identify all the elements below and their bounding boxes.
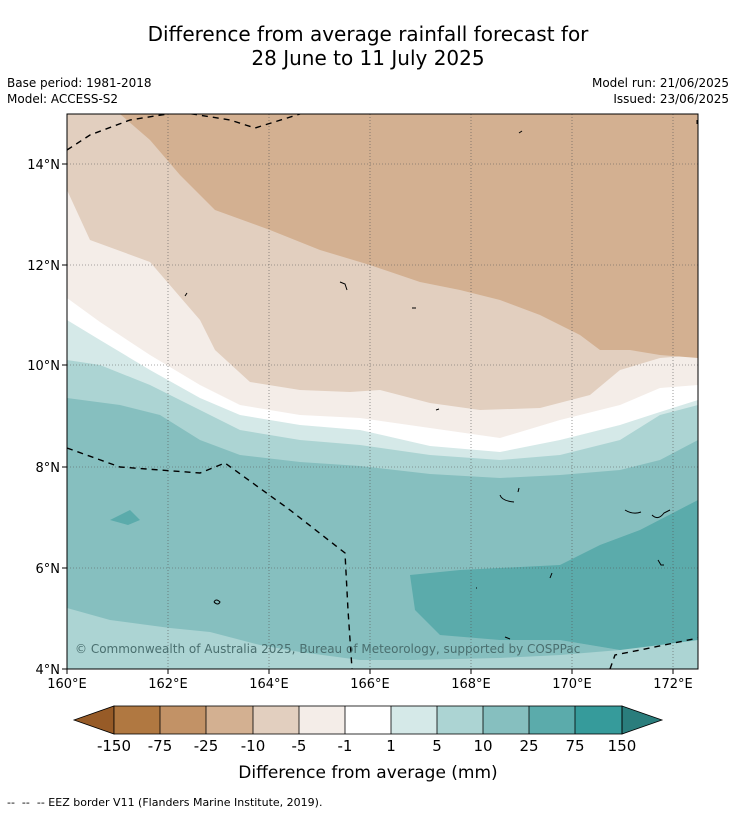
map-frame: [66, 113, 699, 670]
colorbar-tick-label: -25: [194, 737, 219, 755]
y-tick-label: 12°N: [27, 259, 60, 274]
colorbar-segment: [437, 706, 483, 734]
colorbar: -150 -75 -25 -10 -5 -1 1 5 10 25 75 150 …: [72, 705, 664, 783]
map-title: Difference from average rainfall forecas…: [0, 22, 736, 70]
model-run: Model run: 21/06/2025: [591, 76, 729, 90]
colorbar-tick-label: -1: [338, 737, 353, 755]
y-tick-label: 8°N: [36, 461, 61, 476]
base-period: Base period: 1981-2018: [7, 76, 152, 90]
colorbar-arrow-right: [621, 705, 664, 735]
colorbar-segment: [160, 706, 206, 734]
colorbar-tick-labels: -150 -75 -25 -10 -5 -1 1 5 10 25 75 150: [97, 737, 636, 755]
colorbar-segment: [206, 706, 253, 734]
islands: [184, 120, 698, 640]
eez-legend-text: -- -- -- EEZ border V11 (Flanders Marine…: [7, 796, 323, 809]
colorbar-tick-label: 25: [519, 737, 538, 755]
colorbar-tick-label: -75: [148, 737, 173, 755]
colorbar-tick-label: -5: [292, 737, 307, 755]
colorbar-tick-label: 10: [473, 737, 492, 755]
band-small-patch: [110, 510, 140, 525]
colorbar-tick-label: 75: [565, 737, 584, 755]
colorbar-tick-label: -10: [241, 737, 266, 755]
colorbar-frame: [113, 705, 623, 735]
colorbar-tick-label: 1: [386, 737, 396, 755]
colorbar-tick-label: 150: [608, 737, 637, 755]
colorbar-segment: [529, 706, 575, 734]
colorbar-segment: [253, 706, 299, 734]
y-tick-labels: 14°N 12°N 10°N 8°N 6°N 4°N: [27, 158, 60, 678]
x-tick-label: 170°E: [552, 677, 592, 692]
colorbar-segment: [391, 706, 437, 734]
meta-left: Base period: 1981-2018 Model: ACCESS-S2: [7, 75, 152, 107]
colorbar-segment: [483, 706, 529, 734]
y-tick-label: 10°N: [27, 359, 60, 374]
y-tick-label: 4°N: [36, 663, 61, 678]
title-line-2: 28 June to 11 July 2025: [251, 46, 485, 70]
colorbar-tick-label: -150: [97, 737, 131, 755]
copyright-notice: © Commonwealth of Australia 2025, Bureau…: [75, 642, 580, 656]
colorbar-arrow-left: [72, 705, 115, 735]
x-tick-label: 164°E: [249, 677, 289, 692]
colorbar-tick-label: 5: [432, 737, 442, 755]
x-tick-labels: 160°E 162°E 164°E 166°E 168°E 170°E 172°…: [47, 677, 693, 692]
band-southeast-dark: [410, 500, 698, 650]
x-tick-label: 172°E: [653, 677, 693, 692]
meta-right: Model run: 21/06/2025 Issued: 23/06/2025: [592, 75, 729, 107]
contour-fill: [67, 114, 698, 669]
x-tick-label: 162°E: [148, 677, 188, 692]
band-lower-light: [67, 608, 698, 669]
eez-borders: [67, 114, 698, 669]
colorbar-segment: [345, 706, 391, 734]
model-name: Model: ACCESS-S2: [7, 92, 119, 106]
y-tick-label: 14°N: [27, 158, 60, 173]
x-tick-label: 160°E: [47, 677, 87, 692]
colorbar-segment: [114, 706, 160, 734]
graticule: [67, 114, 698, 669]
colorbar-segment: [299, 706, 345, 734]
band-neg10: [67, 114, 698, 358]
x-tick-label: 166°E: [350, 677, 390, 692]
y-tick-label: 6°N: [36, 562, 61, 577]
colorbar-label: Difference from average (mm): [238, 763, 497, 783]
title-line-1: Difference from average rainfall forecas…: [147, 22, 589, 46]
issued-date: Issued: 23/06/2025: [613, 92, 729, 106]
colorbar-segment: [575, 706, 622, 734]
x-tick-label: 168°E: [451, 677, 491, 692]
tick-marks: [62, 163, 674, 674]
